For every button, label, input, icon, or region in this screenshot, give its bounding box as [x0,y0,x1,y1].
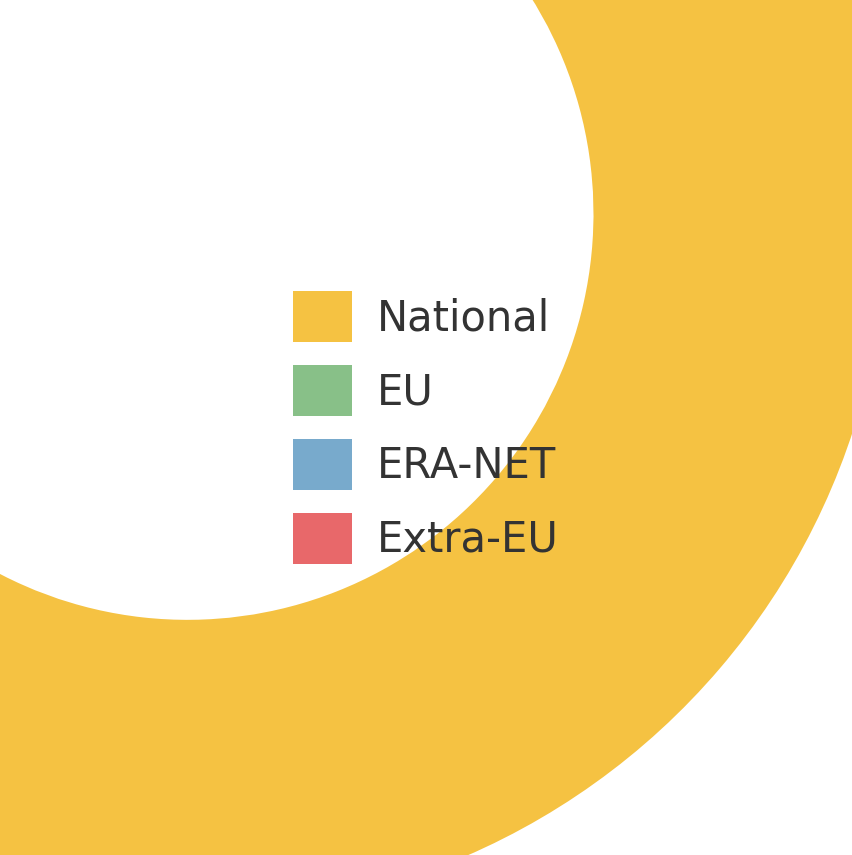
Wedge shape [0,0,62,214]
Legend: National, EU, ERA-NET, Extra-EU: National, EU, ERA-NET, Extra-EU [293,292,559,563]
